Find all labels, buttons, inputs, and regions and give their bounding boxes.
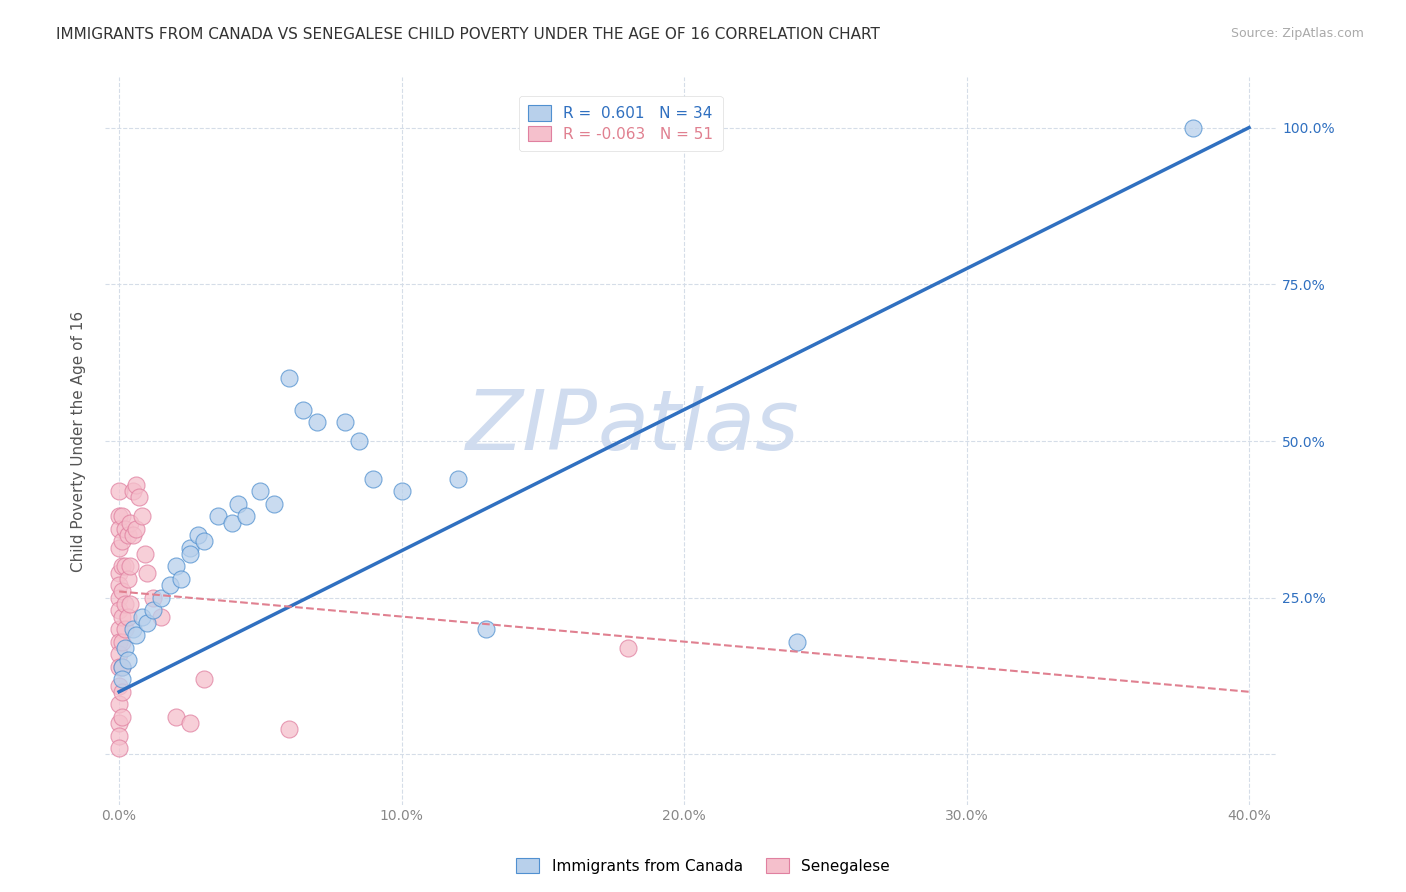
Point [179, 541, 201, 555]
Point [179, 716, 201, 731]
Point [128, 491, 150, 505]
Point [249, 484, 271, 499]
Point [291, 402, 314, 417]
Point [221, 516, 243, 530]
Point [117, 609, 139, 624]
Point [108, 522, 131, 536]
Text: IMMIGRANTS FROM CANADA VS SENEGALESE CHILD POVERTY UNDER THE AGE OF 16 CORRELATI: IMMIGRANTS FROM CANADA VS SENEGALESE CHI… [56, 27, 880, 42]
Point [347, 434, 370, 448]
Point [165, 559, 187, 574]
Point [108, 591, 131, 605]
Point [111, 534, 134, 549]
Point [122, 484, 145, 499]
Point [114, 640, 136, 655]
Point [277, 723, 299, 737]
Legend: Immigrants from Canada, Senegalese: Immigrants from Canada, Senegalese [510, 852, 896, 880]
Point [111, 672, 134, 686]
Point [125, 628, 148, 642]
Point [122, 622, 145, 636]
Legend: R =  0.601   N = 34, R = -0.063   N = 51: R = 0.601 N = 34, R = -0.063 N = 51 [519, 96, 723, 151]
Point [333, 415, 356, 429]
Point [108, 484, 131, 499]
Point [159, 578, 181, 592]
Point [108, 679, 131, 693]
Point [150, 591, 173, 605]
Y-axis label: Child Poverty Under the Age of 16: Child Poverty Under the Age of 16 [72, 310, 86, 572]
Point [108, 698, 131, 712]
Point [120, 516, 142, 530]
Point [108, 647, 131, 661]
Point [263, 497, 285, 511]
Point [226, 497, 249, 511]
Point [277, 371, 299, 385]
Point [108, 634, 131, 648]
Point [391, 484, 413, 499]
Point [134, 547, 156, 561]
Point [111, 584, 134, 599]
Point [120, 559, 142, 574]
Point [475, 622, 498, 636]
Point [117, 528, 139, 542]
Point [114, 522, 136, 536]
Point [114, 559, 136, 574]
Point [142, 603, 165, 617]
Point [235, 509, 257, 524]
Point [108, 622, 131, 636]
Point [150, 609, 173, 624]
Point [108, 716, 131, 731]
Point [131, 609, 153, 624]
Point [125, 478, 148, 492]
Point [136, 566, 159, 580]
Point [142, 591, 165, 605]
Point [111, 609, 134, 624]
Point [108, 741, 131, 756]
Point [170, 572, 193, 586]
Point [111, 685, 134, 699]
Point [120, 597, 142, 611]
Text: Source: ZipAtlas.com: Source: ZipAtlas.com [1230, 27, 1364, 40]
Point [179, 547, 201, 561]
Point [616, 640, 638, 655]
Point [117, 653, 139, 667]
Point [207, 509, 229, 524]
Point [305, 415, 328, 429]
Point [786, 634, 808, 648]
Point [108, 578, 131, 592]
Point [193, 534, 215, 549]
Point [108, 541, 131, 555]
Point [108, 566, 131, 580]
Point [108, 729, 131, 743]
Point [1181, 120, 1204, 135]
Text: atlas: atlas [598, 386, 799, 467]
Point [122, 528, 145, 542]
Point [108, 659, 131, 673]
Point [363, 472, 385, 486]
Point [187, 528, 209, 542]
Point [111, 659, 134, 673]
Point [136, 615, 159, 630]
Point [114, 597, 136, 611]
Point [447, 472, 470, 486]
Point [131, 509, 153, 524]
Point [165, 710, 187, 724]
Point [108, 509, 131, 524]
Text: ZIP: ZIP [465, 386, 598, 467]
Point [193, 672, 215, 686]
Point [108, 603, 131, 617]
Point [117, 572, 139, 586]
Point [125, 522, 148, 536]
Point [111, 710, 134, 724]
Point [111, 559, 134, 574]
Point [111, 634, 134, 648]
Point [111, 659, 134, 673]
Point [114, 622, 136, 636]
Point [111, 509, 134, 524]
